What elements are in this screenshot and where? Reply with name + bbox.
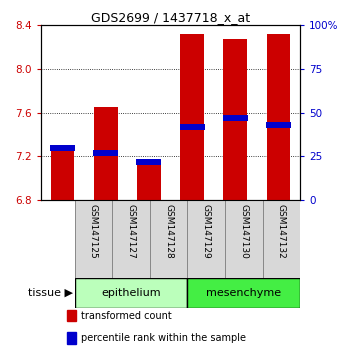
Text: GSM147130: GSM147130 xyxy=(239,204,248,259)
Bar xyxy=(75,278,187,308)
Text: percentile rank within the sample: percentile rank within the sample xyxy=(81,333,246,343)
Text: GSM147127: GSM147127 xyxy=(127,204,135,259)
Bar xyxy=(136,159,161,165)
Text: GSM147125: GSM147125 xyxy=(89,204,98,259)
Bar xyxy=(67,332,76,344)
Bar xyxy=(180,124,205,130)
Text: transformed count: transformed count xyxy=(81,311,172,321)
Text: GSM147128: GSM147128 xyxy=(164,204,173,259)
Bar xyxy=(50,145,75,151)
Bar xyxy=(94,107,118,200)
Bar xyxy=(93,150,118,156)
Bar xyxy=(50,148,74,200)
Bar xyxy=(137,165,161,200)
Bar xyxy=(180,34,204,200)
Bar xyxy=(267,34,290,200)
Title: GDS2699 / 1437718_x_at: GDS2699 / 1437718_x_at xyxy=(91,11,250,24)
Bar xyxy=(112,200,150,278)
Bar xyxy=(75,200,112,278)
Bar xyxy=(223,115,248,121)
Bar xyxy=(67,310,76,321)
Bar xyxy=(266,122,291,128)
Bar xyxy=(150,200,187,278)
Bar xyxy=(263,200,300,278)
Text: GSM147129: GSM147129 xyxy=(202,204,211,259)
Text: epithelium: epithelium xyxy=(101,288,161,298)
Bar xyxy=(225,200,263,278)
Bar xyxy=(223,39,247,200)
Bar xyxy=(187,278,300,308)
Bar xyxy=(187,200,225,278)
Text: GSM147132: GSM147132 xyxy=(277,204,286,259)
Text: mesenchyme: mesenchyme xyxy=(206,288,281,298)
Text: tissue ▶: tissue ▶ xyxy=(28,288,73,298)
